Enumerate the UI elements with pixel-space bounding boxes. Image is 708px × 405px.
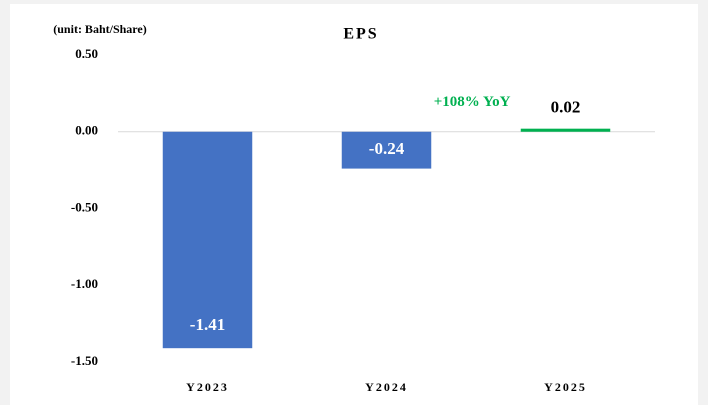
unit-label: (unit: Baht/Share) <box>53 22 146 36</box>
bar <box>341 131 432 169</box>
x-tick-label: Y2024 <box>365 380 408 394</box>
chart-title: EPS <box>343 26 378 43</box>
y-tick-label: -1.50 <box>71 353 98 368</box>
data-label: -0.24 <box>369 139 405 158</box>
bar <box>162 131 253 349</box>
y-tick-label: 0.00 <box>75 123 98 138</box>
y-tick-label: -0.50 <box>71 199 98 214</box>
y-tick-label: 0.50 <box>75 46 98 61</box>
annotation: +108% YoY <box>434 94 511 110</box>
data-label: -1.41 <box>190 315 225 334</box>
data-label: 0.02 <box>551 98 581 117</box>
y-tick-label: -1.00 <box>71 276 98 291</box>
bar <box>520 128 611 132</box>
x-tick-label: Y2023 <box>186 380 229 394</box>
x-tick-label: Y2025 <box>544 380 587 394</box>
chart-background <box>10 4 698 405</box>
